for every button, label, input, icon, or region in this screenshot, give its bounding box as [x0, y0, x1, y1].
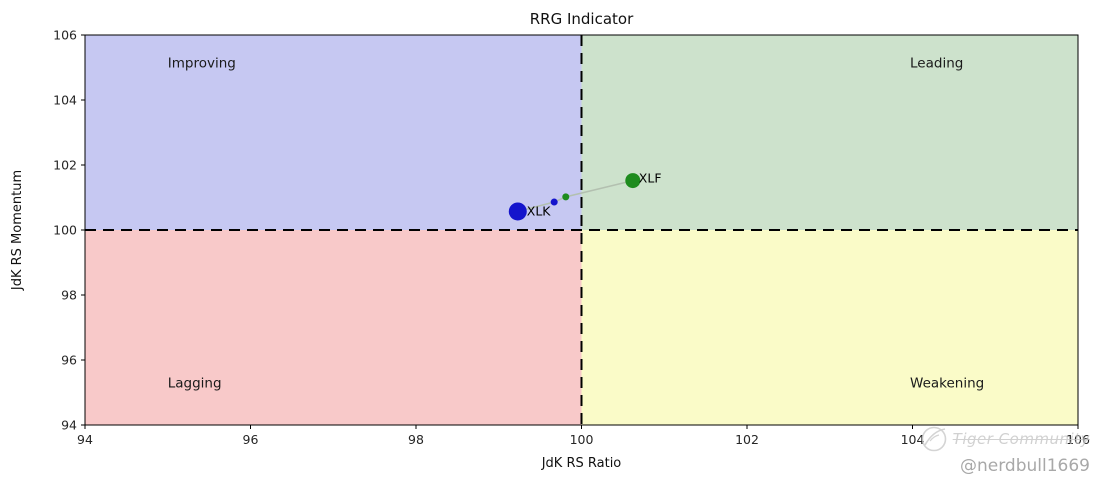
point-XLK-trail — [550, 198, 558, 206]
series-label-XLK: XLK — [527, 203, 552, 218]
point-XLF-trail — [562, 193, 570, 201]
x-tick-label: 98 — [408, 432, 424, 447]
y-tick-label: 102 — [53, 158, 77, 173]
x-tick-label: 104 — [901, 432, 925, 447]
x-tick-label: 102 — [735, 432, 759, 447]
point-XLK-head — [508, 202, 527, 221]
x-tick-label: 100 — [570, 432, 594, 447]
point-XLF-head — [625, 173, 641, 189]
quadrant-lagging — [85, 230, 582, 425]
series-label-XLF: XLF — [639, 171, 662, 186]
quadrant-label-improving: Improving — [168, 56, 236, 72]
chart-title: RRG Indicator — [530, 10, 634, 28]
y-tick-label: 100 — [53, 223, 77, 238]
quadrant-label-weakening: Weakening — [910, 376, 984, 392]
x-tick-label: 106 — [1066, 432, 1090, 447]
x-axis-label: JdK RS Ratio — [541, 456, 622, 471]
x-tick-label: 96 — [243, 432, 259, 447]
quadrant-weakening — [581, 230, 1078, 425]
quadrant-label-leading: Leading — [910, 56, 963, 72]
y-tick-label: 98 — [61, 288, 77, 303]
quadrant-improving — [85, 35, 582, 230]
y-axis-label: JdK RS Momentum — [10, 170, 25, 291]
trail-line — [517, 179, 633, 213]
x-tick-label: 94 — [77, 432, 93, 447]
y-tick-label: 104 — [53, 93, 77, 108]
quadrant-leading — [581, 35, 1078, 230]
y-tick-label: 106 — [53, 28, 77, 43]
quadrant-label-lagging: Lagging — [168, 376, 222, 392]
y-tick-label: 96 — [61, 353, 77, 368]
y-tick-label: 94 — [61, 418, 77, 433]
